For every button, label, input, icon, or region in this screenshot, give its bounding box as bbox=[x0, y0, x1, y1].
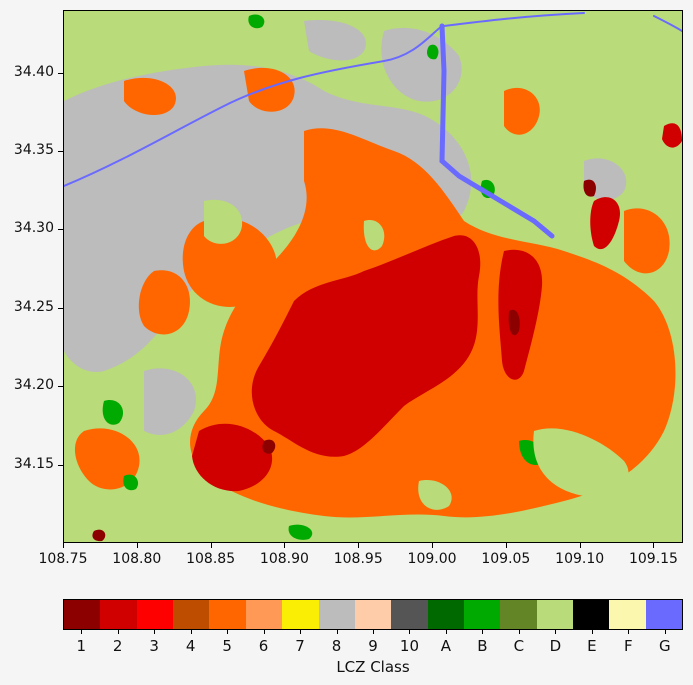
y-tick-label: 34.30 bbox=[13, 220, 54, 237]
x-tick-mark bbox=[358, 543, 360, 548]
y-tick-label: 34.35 bbox=[13, 142, 54, 159]
x-tick-mark bbox=[63, 543, 64, 548]
lcz-class-1-regions bbox=[92, 179, 596, 542]
colorbar-swatch bbox=[245, 600, 283, 629]
lcz-class-2-regions bbox=[192, 123, 682, 492]
lcz-map-raster bbox=[64, 11, 682, 542]
colorbar-class-label: 10 bbox=[399, 637, 420, 655]
colorbar-class-label: 5 bbox=[222, 637, 232, 655]
colorbar-tick-mark bbox=[628, 630, 630, 634]
colorbar-class-label: 1 bbox=[76, 637, 86, 655]
x-tick-label: 109.15 bbox=[628, 551, 678, 567]
y-tick-mark bbox=[58, 229, 63, 231]
x-tick-mark bbox=[579, 543, 581, 548]
colorbar-swatch bbox=[536, 600, 574, 629]
colorbar-tick-mark bbox=[518, 630, 520, 634]
colorbar-swatch bbox=[100, 600, 137, 629]
y-tick-mark bbox=[58, 386, 63, 388]
lcz-map bbox=[63, 10, 683, 543]
colorbar-tick-mark bbox=[409, 630, 411, 634]
colorbar-tick-mark bbox=[591, 630, 593, 634]
colorbar-tick-mark bbox=[154, 630, 156, 634]
y-tick-mark bbox=[58, 307, 63, 309]
y-tick-label: 34.25 bbox=[13, 298, 54, 315]
colorbar-class-label: F bbox=[623, 637, 633, 655]
colorbar-tick-mark bbox=[482, 630, 484, 634]
colorbar-class-label: 4 bbox=[185, 637, 196, 655]
colorbar-tick-mark bbox=[664, 630, 666, 634]
x-tick-mark bbox=[210, 543, 212, 548]
colorbar-swatch bbox=[463, 600, 501, 629]
colorbar-class-label: D bbox=[549, 637, 562, 655]
colorbar-tick-mark bbox=[300, 630, 302, 634]
x-tick-mark bbox=[505, 543, 507, 548]
lcz-class-d-patches bbox=[204, 199, 629, 510]
y-tick-label: 34.40 bbox=[13, 63, 54, 80]
colorbar-class-label: A bbox=[440, 637, 452, 655]
x-tick-label: 108.75 bbox=[38, 551, 88, 567]
x-tick-label: 108.90 bbox=[259, 551, 309, 567]
colorbar-class-label: C bbox=[513, 637, 525, 655]
colorbar-tick-mark bbox=[227, 630, 229, 634]
colorbar-class-label: E bbox=[587, 637, 597, 655]
colorbar-swatch bbox=[391, 600, 428, 629]
colorbar-class-label: G bbox=[658, 637, 671, 655]
x-tick-mark bbox=[653, 543, 655, 548]
lcz-colorbar bbox=[63, 599, 683, 630]
y-tick-mark bbox=[58, 151, 63, 153]
colorbar-tick-mark bbox=[81, 630, 83, 634]
y-tick-mark bbox=[58, 72, 63, 74]
colorbar-swatch bbox=[64, 600, 101, 629]
x-tick-label: 108.80 bbox=[112, 551, 162, 567]
x-tick-label: 109.00 bbox=[407, 551, 457, 567]
x-tick-mark bbox=[432, 543, 434, 548]
colorbar-swatch bbox=[173, 600, 210, 629]
colorbar-tick-mark bbox=[190, 630, 192, 634]
x-tick-label: 109.10 bbox=[555, 551, 605, 567]
y-tick-mark bbox=[58, 464, 63, 466]
colorbar-class-label: B bbox=[477, 637, 488, 655]
colorbar-title: LCZ Class bbox=[336, 658, 410, 676]
colorbar-swatch bbox=[645, 600, 683, 629]
colorbar-class-label: 7 bbox=[295, 637, 305, 655]
colorbar-tick-mark bbox=[555, 630, 557, 634]
colorbar-tick-mark bbox=[373, 630, 374, 634]
x-tick-mark bbox=[136, 543, 138, 548]
colorbar-tick-mark bbox=[336, 630, 338, 634]
x-tick-label: 108.85 bbox=[186, 551, 236, 567]
colorbar-tick-mark bbox=[263, 630, 265, 634]
colorbar-swatch bbox=[318, 600, 355, 629]
colorbar-class-label: 3 bbox=[149, 637, 159, 655]
colorbar-class-label: 9 bbox=[368, 637, 378, 655]
x-tick-label: 108.95 bbox=[333, 551, 383, 567]
colorbar-tick-mark bbox=[117, 630, 119, 634]
lcz-class-g-water bbox=[64, 12, 682, 239]
colorbar-swatch bbox=[500, 600, 537, 629]
colorbar-tick-mark bbox=[445, 630, 447, 634]
colorbar-swatch bbox=[136, 600, 174, 629]
y-tick-label: 34.15 bbox=[13, 455, 54, 472]
colorbar-swatch bbox=[573, 600, 610, 629]
colorbar-swatch bbox=[282, 600, 319, 629]
x-tick-label: 109.05 bbox=[481, 551, 531, 567]
colorbar-class-label: 8 bbox=[331, 637, 342, 655]
colorbar-class-label: 6 bbox=[258, 637, 269, 655]
colorbar-swatch bbox=[609, 600, 646, 629]
colorbar-class-label: 2 bbox=[112, 637, 123, 655]
y-tick-label: 34.20 bbox=[13, 377, 54, 394]
colorbar-swatch bbox=[209, 600, 246, 629]
colorbar-swatch bbox=[354, 600, 392, 629]
colorbar-swatch bbox=[427, 600, 464, 629]
x-tick-mark bbox=[284, 543, 286, 548]
